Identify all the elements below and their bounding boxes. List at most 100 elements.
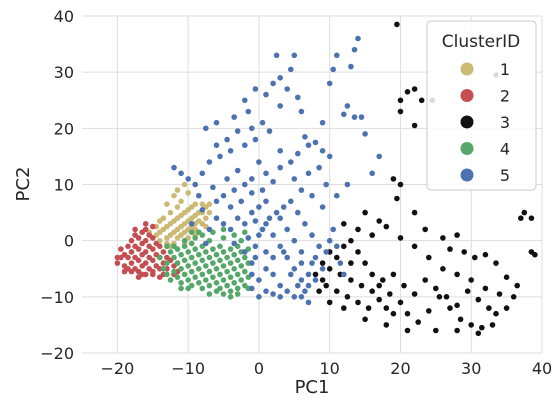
data-point — [196, 192, 202, 199]
data-point — [199, 170, 206, 177]
data-point — [259, 226, 266, 233]
data-point — [234, 128, 241, 134]
data-point — [210, 274, 216, 281]
data-point — [348, 237, 354, 244]
data-point — [326, 237, 333, 244]
legend-marker — [460, 89, 474, 102]
data-point — [252, 243, 259, 250]
data-point — [259, 119, 266, 126]
data-point — [390, 176, 397, 182]
data-point — [206, 226, 213, 233]
data-point — [319, 148, 326, 154]
data-point — [312, 139, 319, 146]
data-point — [482, 251, 489, 258]
data-point — [411, 243, 418, 250]
data-point — [376, 218, 383, 224]
data-point — [263, 170, 269, 177]
data-point — [185, 249, 191, 255]
data-point — [231, 187, 237, 193]
data-point — [150, 223, 156, 230]
data-point — [422, 226, 429, 233]
data-point — [171, 164, 177, 171]
data-point — [234, 285, 241, 292]
data-point — [344, 181, 351, 188]
data-point — [390, 271, 397, 278]
data-point — [489, 322, 496, 328]
data-point — [263, 198, 269, 205]
data-point — [362, 131, 368, 137]
data-point — [231, 114, 237, 120]
data-point — [319, 266, 326, 272]
data-point — [157, 218, 163, 224]
data-point — [422, 277, 429, 283]
data-point — [227, 148, 234, 154]
data-point — [312, 277, 319, 283]
data-point — [164, 201, 170, 207]
data-point — [355, 35, 361, 42]
legend-label: 1 — [500, 60, 510, 79]
data-point — [199, 285, 206, 292]
data-point — [472, 254, 478, 261]
data-point — [188, 240, 195, 247]
data-point — [305, 271, 312, 278]
data-point — [411, 86, 418, 92]
data-point — [291, 294, 298, 300]
data-point — [242, 249, 248, 255]
data-point — [256, 204, 262, 210]
data-point — [277, 148, 284, 154]
data-point — [217, 243, 223, 250]
data-point — [337, 260, 344, 266]
data-point — [387, 291, 393, 297]
data-point — [185, 277, 191, 283]
data-point — [188, 221, 195, 227]
data-point — [404, 310, 411, 317]
data-point — [309, 232, 315, 238]
data-point — [128, 260, 135, 266]
data-point — [351, 46, 358, 53]
data-point — [263, 249, 269, 255]
data-point — [160, 249, 167, 255]
data-point — [298, 260, 305, 266]
data-point — [270, 80, 276, 87]
data-point — [326, 153, 333, 160]
data-point — [302, 221, 308, 227]
data-point — [263, 221, 269, 227]
data-point — [298, 249, 305, 255]
data-point — [298, 277, 305, 283]
data-point — [220, 249, 227, 255]
data-point — [142, 260, 149, 266]
data-point — [298, 108, 305, 115]
data-point — [280, 249, 287, 255]
data-point — [334, 254, 340, 261]
data-point — [150, 271, 156, 278]
data-point — [234, 291, 241, 297]
data-point — [150, 235, 156, 241]
data-point — [227, 288, 234, 295]
data-point — [181, 243, 188, 250]
data-point — [369, 288, 376, 295]
data-point — [245, 108, 252, 115]
x-tick-label: 10 — [320, 359, 340, 378]
data-point — [135, 274, 142, 281]
data-point — [135, 257, 142, 264]
data-point — [178, 266, 184, 272]
data-point — [464, 288, 471, 295]
data-point — [203, 215, 209, 221]
data-point — [231, 266, 237, 272]
data-point — [234, 257, 241, 264]
data-point — [192, 246, 198, 252]
data-point — [157, 243, 163, 250]
y-tick-label: 0 — [64, 232, 74, 251]
data-point — [263, 91, 269, 98]
legend-label: 4 — [500, 140, 510, 159]
data-point — [171, 268, 177, 275]
data-point — [510, 294, 517, 300]
data-point — [323, 181, 330, 188]
data-point — [213, 251, 220, 258]
data-point — [288, 271, 294, 278]
data-point — [443, 294, 450, 300]
data-point — [270, 291, 276, 297]
data-point — [128, 249, 135, 255]
data-point — [323, 249, 330, 255]
data-point — [475, 330, 482, 337]
